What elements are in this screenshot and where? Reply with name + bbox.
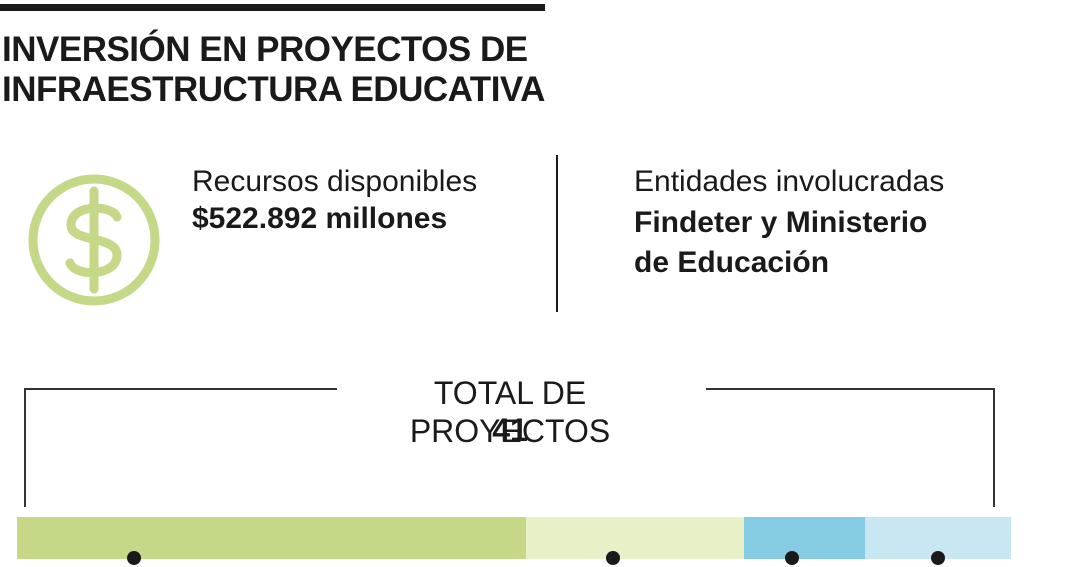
bracket-left-vertical	[24, 388, 26, 507]
segment-marker-4	[931, 551, 945, 565]
bracket-left-horizontal	[24, 388, 337, 390]
bar-segment-3	[744, 517, 865, 559]
segment-marker-3	[785, 551, 799, 565]
bracket-right-horizontal	[706, 388, 995, 390]
total-projects-label: TOTAL DE PROYECTOS	[409, 375, 611, 449]
resources-value: $522.892 millones	[192, 202, 448, 235]
title-line-2: INFRAESTRUCTURA EDUCATIVA	[2, 70, 545, 109]
entities-value-line-2: de Educación	[634, 246, 830, 279]
bracket-right-vertical	[993, 388, 995, 507]
stats-divider	[556, 155, 558, 312]
segment-marker-2	[606, 551, 620, 565]
dollar-icon	[28, 174, 160, 306]
resources-label: Recursos disponibles	[192, 165, 478, 198]
entities-value: Findeter y Ministerio de Educación	[634, 203, 1054, 283]
total-projects-value: 41	[492, 412, 528, 448]
page-title: INVERSIÓN EN PROYECTOS DE INFRAESTRUCTUR…	[2, 30, 602, 110]
top-rule	[0, 4, 545, 11]
bar-segment-2	[526, 517, 744, 559]
projects-bar	[17, 517, 1012, 559]
entities-value-line-1: Findeter y Ministerio	[634, 206, 928, 239]
segment-marker-1	[127, 551, 141, 565]
title-line-1: INVERSIÓN EN PROYECTOS DE	[2, 30, 528, 69]
entities-label: Entidades involucradas	[634, 165, 945, 198]
bar-segment-1	[17, 517, 526, 559]
